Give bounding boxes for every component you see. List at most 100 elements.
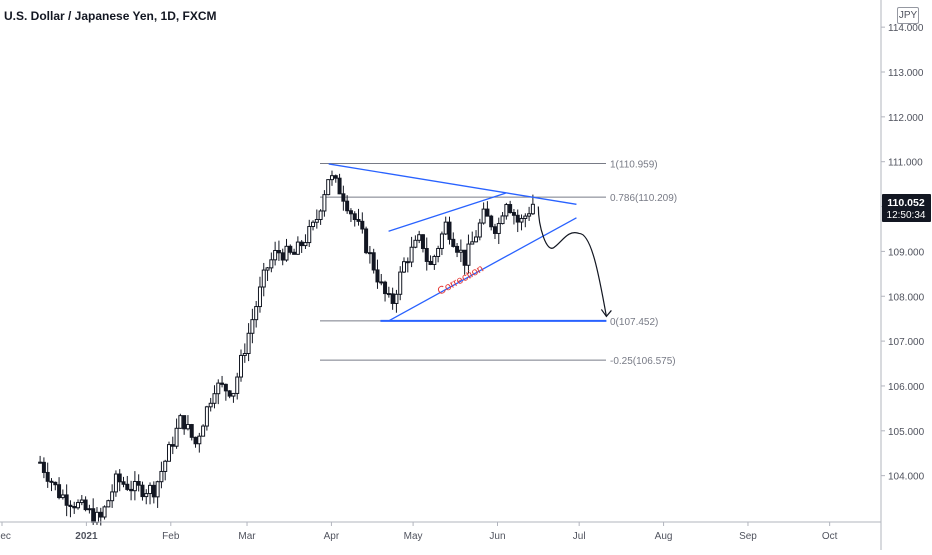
candle [515, 209, 520, 233]
candle [148, 482, 153, 505]
candle [76, 499, 81, 510]
candle [106, 499, 111, 508]
upper-triangle-line[interactable] [328, 163, 577, 205]
candle [151, 481, 156, 504]
candle [530, 194, 535, 215]
candle [295, 236, 300, 255]
candle [432, 254, 437, 270]
candle [280, 248, 285, 266]
time-tick-label: Feb [162, 531, 180, 542]
candle [527, 206, 532, 221]
candle [417, 230, 422, 244]
candle [212, 385, 217, 409]
candle [144, 489, 149, 505]
candle [383, 280, 388, 302]
candle [68, 500, 73, 518]
price-tick-label: 108.000 [888, 292, 925, 303]
candle [121, 476, 126, 488]
candle [329, 170, 334, 186]
candle [204, 405, 209, 431]
candle [326, 179, 331, 196]
price-tick-label: 105.000 [888, 427, 925, 438]
time-tick-label: May [404, 531, 423, 542]
candle [371, 248, 376, 274]
candle [57, 477, 62, 500]
candle [474, 230, 479, 243]
candle [41, 457, 46, 479]
candle [155, 480, 160, 508]
candle [102, 505, 107, 520]
candle [311, 220, 316, 231]
channel-top-line[interactable] [388, 192, 506, 232]
candle [375, 259, 380, 289]
candle [163, 459, 168, 481]
forecast[interactable] [537, 206, 612, 318]
candle [193, 436, 198, 448]
candle [337, 173, 342, 195]
price-tick-label: 111.000 [888, 158, 923, 169]
candle [367, 246, 372, 264]
forecast-path[interactable] [537, 206, 607, 317]
candle [394, 289, 399, 313]
fib-level-label-1: 0.786(110.209) [610, 193, 677, 204]
time-tick-label: Aug [655, 531, 673, 542]
candle [485, 201, 490, 217]
candle [523, 213, 528, 228]
candle [276, 240, 281, 261]
candle [409, 236, 414, 268]
candle [447, 216, 452, 245]
time-tick-label: Jul [573, 531, 586, 542]
candle [299, 240, 304, 253]
time-tick-label: Oct [822, 531, 838, 542]
candle [420, 234, 425, 253]
candle [405, 257, 410, 273]
candle [288, 244, 293, 255]
candle [125, 475, 130, 491]
candle [189, 423, 194, 441]
candle [489, 214, 494, 231]
currency-badge[interactable]: JPY [897, 7, 919, 24]
candle [360, 212, 365, 234]
candle [424, 237, 429, 271]
candle [511, 209, 516, 225]
candle [481, 202, 486, 225]
price-tick-label: 114.000 [888, 23, 924, 34]
candle [307, 219, 312, 248]
candle [159, 461, 164, 489]
candle [402, 257, 407, 274]
price-tick-label: 106.000 [888, 382, 925, 393]
price-tick-label: 104.000 [888, 472, 925, 483]
fib-level-label-3: -0.25(106.575) [610, 356, 676, 367]
candle [470, 231, 475, 245]
candle [477, 218, 482, 241]
candle [451, 232, 456, 248]
candle [98, 507, 103, 526]
candle [53, 481, 58, 491]
price-tick-label: 109.000 [888, 247, 925, 258]
candle [87, 504, 92, 514]
candle [166, 441, 171, 462]
candle [254, 300, 259, 328]
candle [239, 349, 244, 382]
fib-level-label-2: 0(107.452) [610, 317, 658, 328]
correction-annotation: Correction [436, 263, 486, 298]
correction-support-line[interactable] [388, 217, 577, 322]
candle [273, 241, 278, 266]
candle [136, 474, 141, 492]
time-tick-label: Sep [739, 531, 757, 542]
candle [413, 235, 418, 249]
candle [227, 390, 232, 399]
candle [504, 202, 509, 220]
price-tick-label: 112.000 [888, 113, 924, 124]
candle [356, 208, 361, 226]
trend-lines[interactable]: Correction [328, 163, 607, 322]
candle [117, 469, 122, 492]
candles [38, 170, 535, 526]
forecast-arrowhead [600, 309, 612, 318]
last-price-value: 110.052 [887, 197, 925, 209]
time-tick-label: Mar [238, 531, 256, 542]
bar-countdown: 12:50:34 [887, 210, 926, 221]
